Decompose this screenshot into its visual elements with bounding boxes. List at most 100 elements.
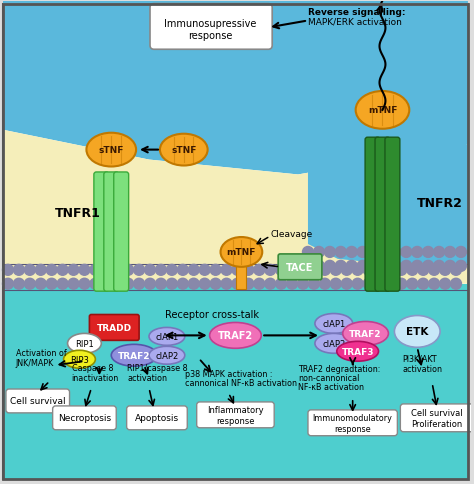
Circle shape (385, 279, 396, 289)
FancyBboxPatch shape (90, 315, 139, 341)
Circle shape (265, 279, 276, 289)
Circle shape (134, 279, 145, 289)
Circle shape (210, 265, 221, 276)
Text: TRAF2: TRAF2 (218, 331, 253, 341)
Circle shape (379, 247, 390, 258)
Circle shape (434, 247, 445, 258)
Circle shape (221, 279, 232, 289)
Circle shape (46, 265, 57, 276)
Circle shape (324, 261, 335, 272)
Circle shape (379, 261, 390, 272)
FancyBboxPatch shape (94, 173, 109, 291)
FancyBboxPatch shape (150, 4, 272, 50)
Text: Inflammatory
response: Inflammatory response (207, 405, 264, 425)
Circle shape (145, 279, 155, 289)
Circle shape (302, 261, 313, 272)
Circle shape (13, 265, 24, 276)
Ellipse shape (337, 342, 379, 362)
Circle shape (352, 279, 363, 289)
Text: Apoptosis: Apoptosis (135, 413, 179, 423)
Circle shape (423, 247, 434, 258)
Circle shape (450, 279, 462, 289)
Circle shape (68, 265, 79, 276)
FancyBboxPatch shape (385, 138, 400, 291)
Circle shape (112, 265, 123, 276)
Circle shape (232, 265, 243, 276)
FancyBboxPatch shape (114, 173, 128, 291)
Text: p38 MAPK activation :: p38 MAPK activation : (185, 369, 272, 378)
Circle shape (101, 279, 112, 289)
Circle shape (199, 279, 210, 289)
Text: sTNF: sTNF (99, 146, 124, 155)
Circle shape (276, 279, 287, 289)
Circle shape (243, 279, 254, 289)
Text: Immunosupressive: Immunosupressive (164, 19, 257, 30)
Circle shape (199, 265, 210, 276)
Circle shape (276, 265, 287, 276)
Circle shape (357, 247, 368, 258)
Circle shape (287, 279, 298, 289)
Text: TRAF3: TRAF3 (341, 347, 374, 356)
Circle shape (79, 279, 90, 289)
Text: PI3K/AKT
activation: PI3K/AKT activation (402, 354, 442, 373)
Circle shape (24, 265, 35, 276)
Text: TRAF2: TRAF2 (118, 351, 150, 360)
Circle shape (57, 265, 68, 276)
Ellipse shape (220, 238, 262, 267)
Ellipse shape (394, 316, 440, 348)
Text: ETK: ETK (406, 327, 428, 337)
Circle shape (439, 279, 450, 289)
FancyBboxPatch shape (53, 406, 116, 430)
Text: RIP1: RIP1 (75, 339, 94, 348)
FancyBboxPatch shape (308, 410, 397, 436)
FancyBboxPatch shape (3, 284, 468, 480)
Circle shape (357, 261, 368, 272)
Circle shape (396, 265, 407, 276)
Circle shape (134, 265, 145, 276)
Circle shape (302, 247, 313, 258)
Circle shape (2, 265, 13, 276)
Circle shape (450, 265, 462, 276)
Circle shape (57, 279, 68, 289)
Polygon shape (3, 1, 468, 175)
Text: mTNF: mTNF (368, 106, 397, 115)
Text: sTNF: sTNF (171, 146, 197, 155)
Circle shape (401, 261, 412, 272)
FancyBboxPatch shape (104, 173, 118, 291)
Polygon shape (308, 145, 468, 264)
Text: TRAF2: TRAF2 (349, 329, 382, 338)
Circle shape (313, 247, 324, 258)
Circle shape (298, 279, 309, 289)
Circle shape (341, 279, 352, 289)
Polygon shape (3, 131, 468, 284)
FancyBboxPatch shape (401, 404, 474, 432)
Circle shape (35, 265, 46, 276)
Circle shape (335, 261, 346, 272)
Circle shape (401, 247, 412, 258)
Circle shape (313, 261, 324, 272)
Circle shape (265, 265, 276, 276)
Circle shape (309, 265, 319, 276)
FancyBboxPatch shape (278, 255, 322, 280)
Circle shape (418, 265, 428, 276)
Circle shape (2, 279, 13, 289)
Circle shape (166, 265, 177, 276)
Circle shape (445, 247, 456, 258)
FancyBboxPatch shape (197, 402, 274, 428)
Circle shape (24, 279, 35, 289)
Circle shape (396, 279, 407, 289)
Circle shape (79, 265, 90, 276)
Circle shape (390, 247, 401, 258)
Circle shape (177, 265, 188, 276)
Text: cIAP2: cIAP2 (155, 351, 179, 360)
Circle shape (341, 265, 352, 276)
Circle shape (243, 265, 254, 276)
Text: Receptor cross-talk: Receptor cross-talk (164, 310, 259, 320)
Ellipse shape (210, 323, 261, 348)
Text: TNFR2: TNFR2 (417, 197, 463, 210)
Text: Cell survival: Cell survival (10, 396, 65, 406)
Circle shape (412, 261, 423, 272)
Circle shape (298, 265, 309, 276)
Circle shape (346, 247, 357, 258)
Circle shape (374, 279, 385, 289)
